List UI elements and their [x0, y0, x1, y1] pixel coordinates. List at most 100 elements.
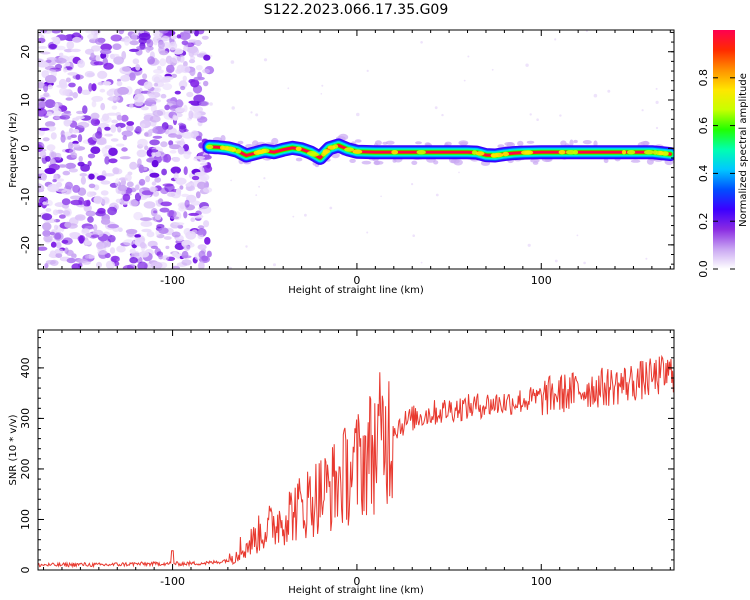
noise-blob — [69, 148, 76, 155]
noise-blob — [153, 76, 161, 83]
noise-blob — [38, 46, 48, 49]
noise-blob — [47, 183, 59, 193]
noise-blob — [90, 45, 102, 52]
noise-blob — [100, 218, 111, 225]
noise-blob — [183, 144, 189, 152]
noise-blob — [100, 180, 111, 185]
noise-blob — [193, 156, 206, 160]
noise-blob — [230, 179, 232, 182]
noise-blob — [356, 112, 360, 117]
noise-blob — [45, 260, 56, 265]
signal-hotspot — [309, 152, 319, 157]
colorbar-ticks: 0.0 0.2 0.4 0.6 0.8 — [697, 69, 735, 278]
noise-blob — [366, 69, 369, 72]
signal-hotspot — [627, 150, 636, 155]
noise-blob — [93, 224, 98, 232]
noise-blob — [149, 139, 160, 146]
noise-blob — [87, 33, 97, 40]
noise-blob — [123, 239, 135, 246]
noise-blob — [106, 112, 118, 116]
noise-blob — [48, 43, 57, 50]
noise-blob — [90, 146, 101, 154]
noise-blob — [159, 50, 169, 56]
noise-blob — [149, 186, 156, 193]
noise-blob — [132, 58, 140, 65]
noise-blob — [181, 259, 192, 266]
noise-blob — [175, 188, 182, 195]
noise-blob — [95, 131, 103, 139]
noise-blob — [203, 80, 209, 87]
noise-blob — [67, 135, 72, 140]
noise-blob — [138, 251, 150, 258]
halo-blob — [361, 160, 372, 165]
noise-blob — [147, 240, 158, 248]
noise-blob — [42, 222, 52, 231]
noise-blob — [64, 247, 69, 254]
noise-blob — [181, 193, 190, 198]
noise-blob — [126, 121, 135, 126]
noise-blob — [38, 184, 45, 193]
signal-hotspot — [391, 150, 399, 155]
noise-blob — [87, 160, 92, 167]
noise-blob — [203, 220, 210, 228]
noise-blob — [435, 193, 439, 197]
noise-blob — [176, 34, 182, 39]
snr-x-tick-label: 0 — [353, 575, 360, 588]
noise-blob — [171, 55, 182, 64]
noise-blob — [100, 102, 106, 111]
noise-blob — [185, 183, 192, 187]
noise-blob — [161, 255, 170, 261]
noise-blob — [55, 57, 67, 64]
signal-hotspot — [260, 148, 267, 154]
noise-blob — [195, 135, 202, 141]
noise-blob — [103, 173, 115, 177]
noise-blob — [84, 70, 95, 78]
noise-blob — [121, 130, 133, 137]
noise-blob — [158, 227, 169, 234]
noise-blob — [168, 133, 179, 138]
noise-blob — [108, 158, 118, 164]
noise-blob — [69, 195, 82, 200]
noise-blob — [160, 93, 167, 99]
noise-blob — [176, 134, 183, 140]
noise-blob — [142, 73, 148, 80]
halo-blob — [295, 157, 303, 162]
noise-blob — [45, 74, 57, 84]
noise-blob — [133, 211, 143, 221]
noise-blob — [111, 105, 118, 110]
noise-blob — [467, 55, 470, 58]
noise-blob — [195, 39, 202, 47]
noise-blob — [168, 140, 174, 146]
noise-blob — [121, 147, 128, 152]
noise-blob — [129, 48, 139, 53]
noise-blob — [115, 122, 126, 129]
noise-blob — [188, 50, 195, 57]
noise-blob — [68, 141, 74, 150]
noise-blob — [172, 48, 184, 55]
halo-blob — [526, 140, 535, 144]
noise-blob — [139, 242, 146, 249]
noise-blob — [90, 118, 96, 125]
noise-blob — [91, 83, 97, 92]
noise-blob — [122, 265, 135, 269]
noise-blob — [117, 184, 128, 192]
noise-blob — [109, 53, 120, 57]
halo-blob — [450, 159, 460, 164]
noise-blob — [165, 245, 170, 250]
noise-blob — [44, 167, 56, 175]
noise-blob — [152, 125, 164, 135]
snr-panel: -100 0 100 0 100 200 300 400 Height of straight… — [8, 329, 675, 596]
noise-blob — [46, 144, 56, 151]
noise-blob — [206, 250, 212, 258]
noise-blob — [188, 100, 198, 104]
noise-blob — [52, 36, 61, 45]
noise-blob — [183, 46, 188, 51]
noise-blob — [94, 37, 105, 45]
colorbar-tick-label: 0.6 — [697, 117, 710, 135]
snr-ylabel: SNR (10 * v/v) — [8, 414, 19, 485]
noise-blob — [137, 138, 149, 147]
noise-blob — [441, 113, 444, 117]
noise-blob — [116, 245, 126, 253]
noise-blob — [292, 215, 295, 218]
